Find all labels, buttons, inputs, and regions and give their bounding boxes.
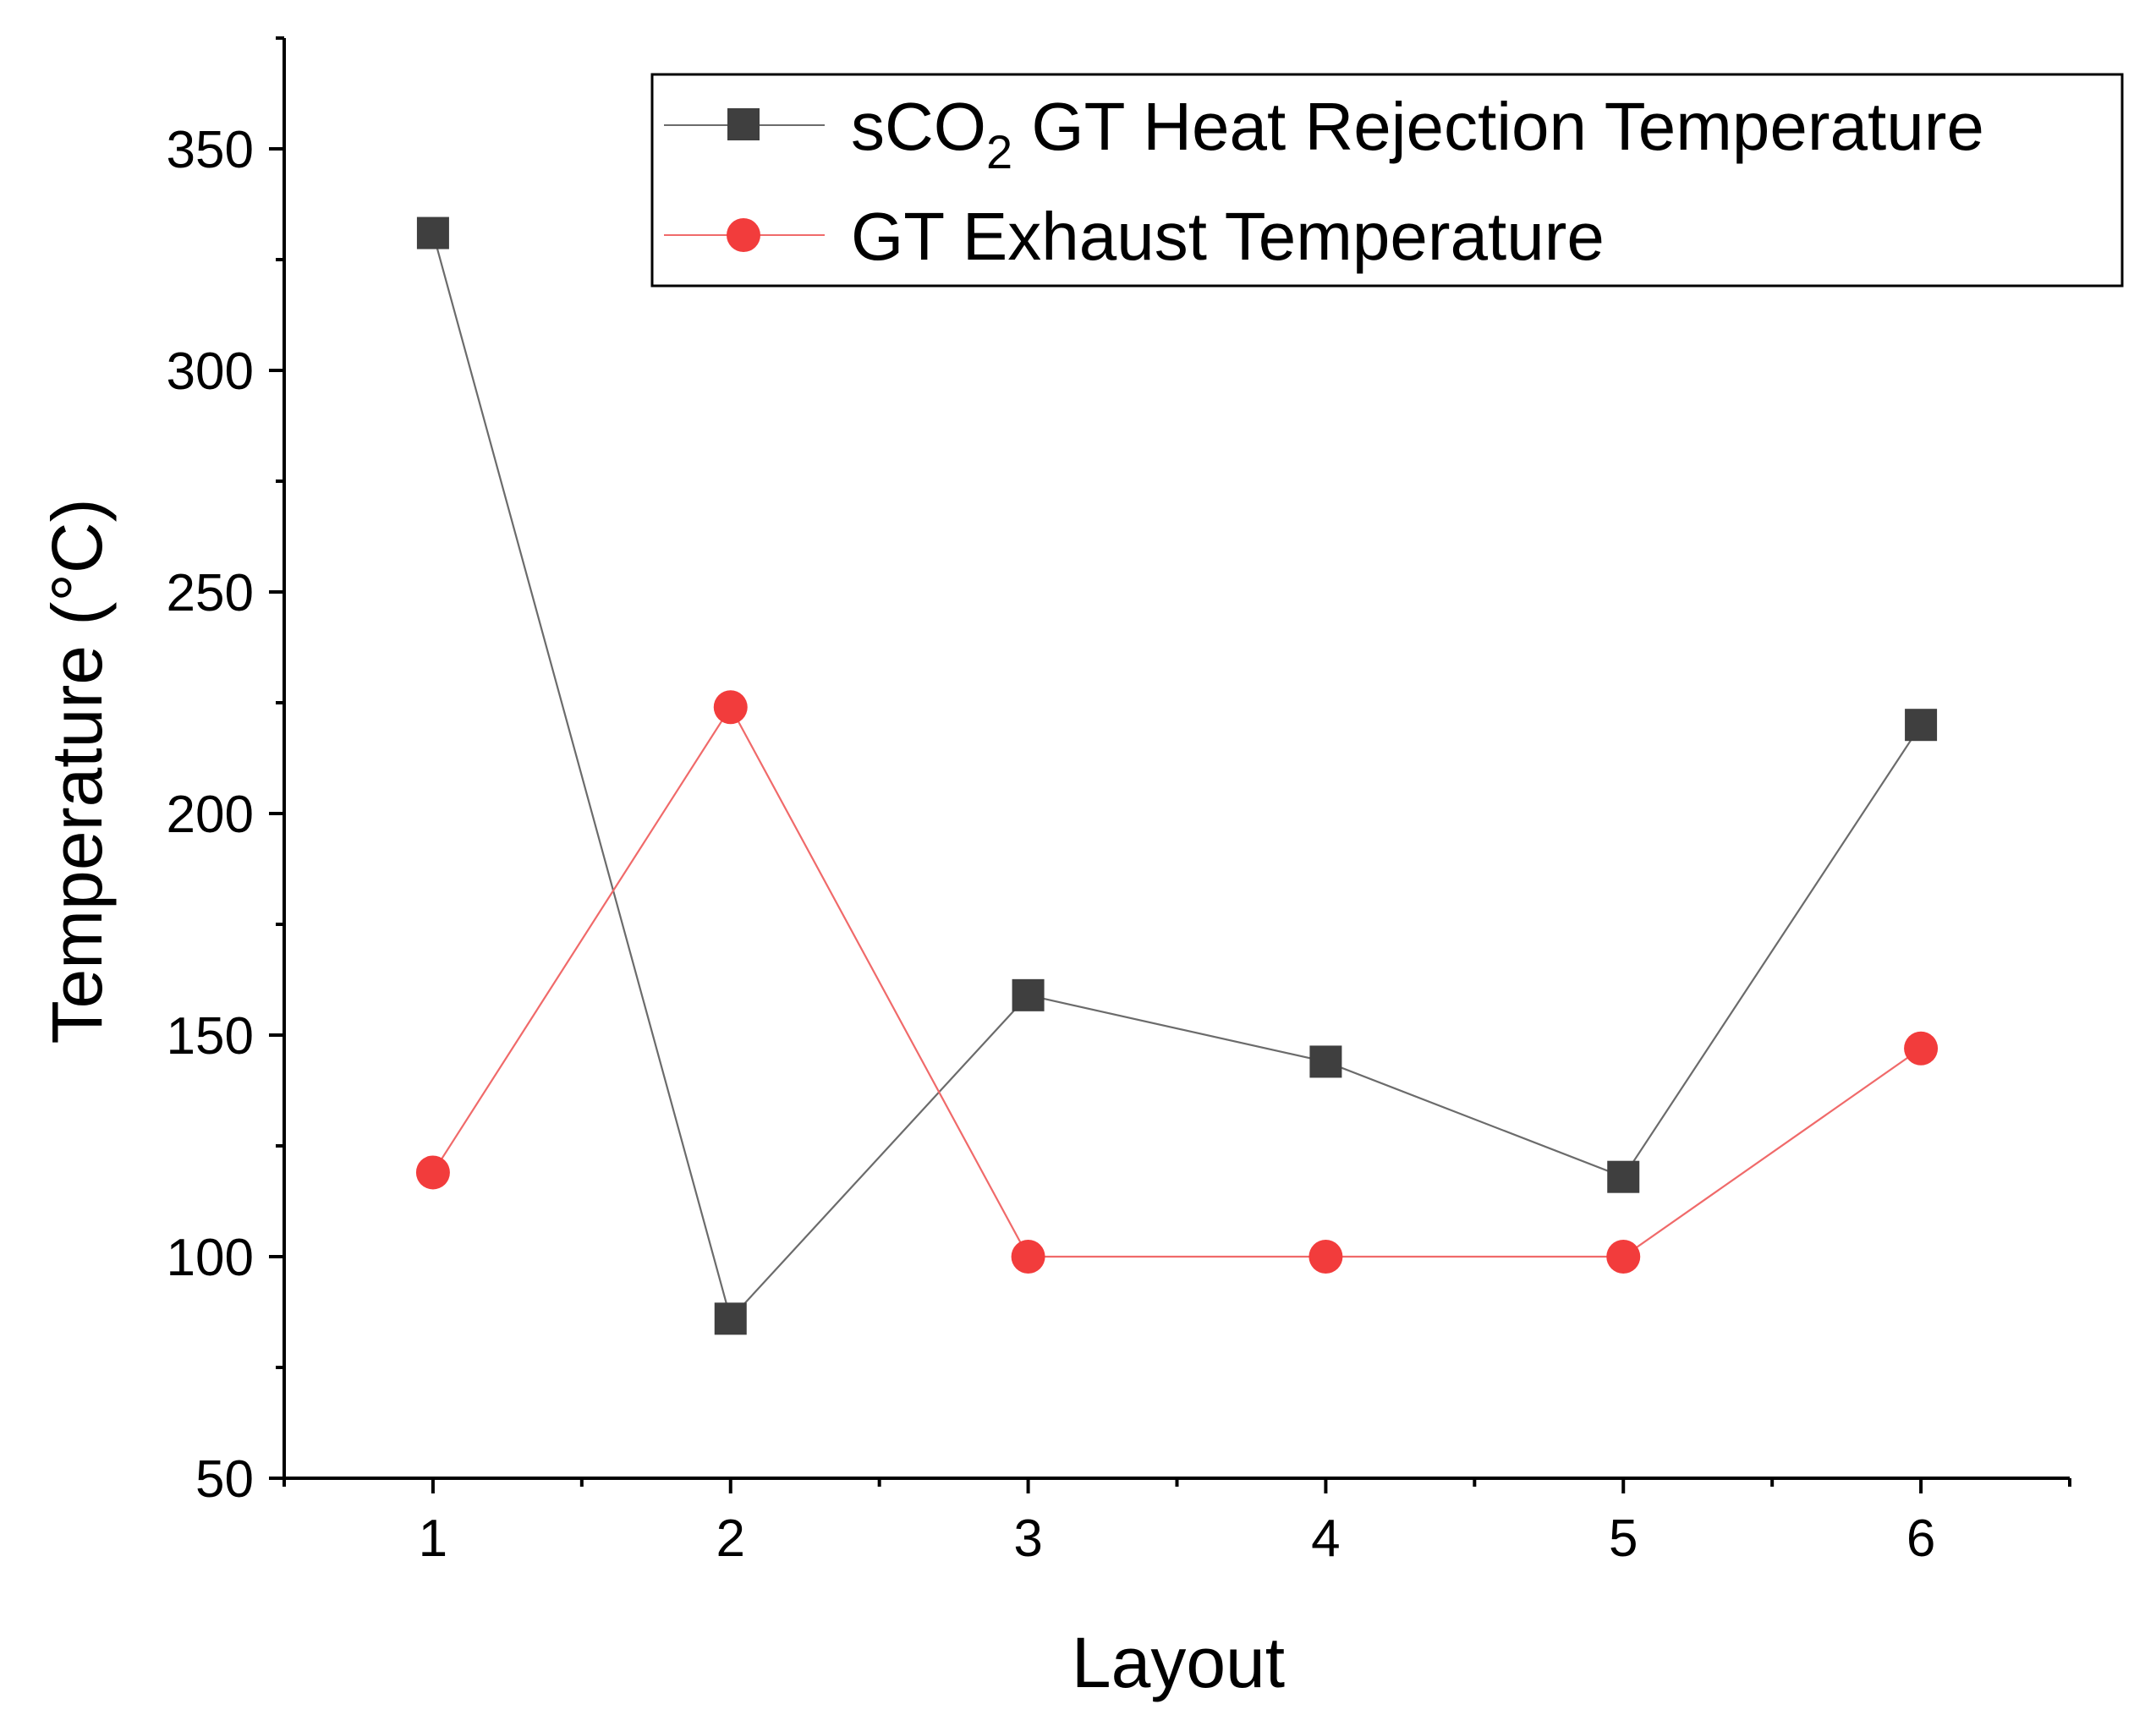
x-tick-label: 1 xyxy=(419,1510,447,1568)
legend-label-series-1-suffix: GT Heat Rejection Temperature xyxy=(1012,89,1984,164)
legend-box xyxy=(650,73,2124,288)
series-1-point xyxy=(1905,709,1938,742)
series-1-point xyxy=(1309,1045,1342,1078)
y-tick-label: 150 xyxy=(167,1007,254,1066)
series-1-point xyxy=(416,216,449,249)
series-2-point xyxy=(1308,1240,1343,1274)
axes: 50 100 150 200 250 300 350 1 2 3 4 5 6 xyxy=(167,36,2071,1568)
series-2-point xyxy=(415,1155,450,1190)
legend-label-series-1: sCO2 GT Heat Rejection Temperature xyxy=(851,89,1984,178)
y-tick-label: 350 xyxy=(167,121,254,179)
x-tick-label: 6 xyxy=(1906,1510,1935,1568)
y-tick-label: 200 xyxy=(167,786,254,844)
series-markers xyxy=(415,216,1939,1335)
series-2-point xyxy=(1011,1240,1045,1274)
series-1-point xyxy=(1607,1160,1640,1193)
series-1-point xyxy=(714,1302,747,1335)
y-tick-label: 300 xyxy=(167,342,254,401)
legend-label-series-1-subscript: 2 xyxy=(986,125,1012,178)
series-2-point xyxy=(713,690,748,725)
x-tick-label: 4 xyxy=(1311,1510,1340,1568)
x-tick-label: 2 xyxy=(716,1510,745,1568)
y-tick-label: 250 xyxy=(167,564,254,622)
series-1-line xyxy=(431,233,1923,1321)
x-tick-label: 5 xyxy=(1609,1510,1638,1568)
series-lines xyxy=(431,233,1923,1321)
legend-marker-series-1 xyxy=(727,108,760,140)
y-tick-label: 50 xyxy=(195,1450,254,1509)
y-tick-label: 100 xyxy=(167,1229,254,1287)
legend: sCO2 GT Heat Rejection Temperature GT Ex… xyxy=(650,73,2124,288)
series-2-point xyxy=(1904,1031,1939,1066)
series-2-point xyxy=(1606,1240,1641,1274)
x-axis-title: Layout xyxy=(1072,1623,1285,1702)
series-1-point xyxy=(1012,978,1045,1011)
series-2-line xyxy=(431,705,1922,1258)
x-tick-label: 3 xyxy=(1013,1510,1042,1568)
legend-label-series-1-prefix: sCO xyxy=(851,89,986,164)
legend-label-series-2: GT Exhaust Temperature xyxy=(851,199,1605,274)
legend-marker-series-2 xyxy=(727,218,760,252)
y-axis-title: Temperature (°C) xyxy=(37,498,117,1044)
